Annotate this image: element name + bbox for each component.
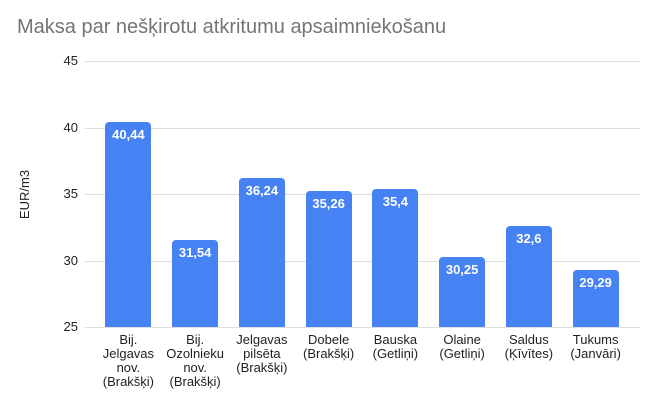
- bar-value-label: 40,44: [112, 126, 145, 142]
- bar-value-label: 29,29: [579, 274, 612, 290]
- bar-band: 32,6: [496, 61, 563, 327]
- gridline: [85, 61, 640, 62]
- plot-area: 40,44 31,54 36,24 35,26 35,4 30,25 32,6 29,29: [85, 61, 640, 328]
- y-tick-label: 45: [63, 53, 78, 68]
- chart-title: Maksa par nešķirotu atkritumu apsaimniek…: [17, 16, 447, 38]
- bar-band: 40,44: [95, 61, 162, 327]
- x-tick-label: Bauska (Getliņi): [372, 332, 419, 361]
- bar[interactable]: 36,24: [238, 177, 285, 327]
- y-tick-label: 40: [63, 119, 78, 135]
- x-tick-label: Bij. Jelgavas nov. (Brakšķi): [102, 332, 155, 389]
- bar-value-label: 30,25: [445, 262, 479, 278]
- x-tick-label: Dobele (Brakšķi): [302, 332, 355, 361]
- bar-series: 40,44 31,54 36,24 35,26 35,4 30,25 32,6 29,29: [95, 61, 629, 327]
- y-axis-title-text: EUR/m3: [17, 169, 33, 219]
- x-tick-label: Saldus (Ķīvītes): [504, 332, 554, 361]
- bar-value-label: 35,26: [312, 195, 345, 211]
- x-tick-label: Bij. Ozolnieku nov. (Brakšķi): [166, 332, 225, 389]
- y-axis-title: EUR/m3: [14, 61, 36, 327]
- bar-value-label: 31,54: [178, 245, 212, 261]
- bar[interactable]: 31,54: [172, 240, 219, 327]
- bar-band: 36,24: [229, 61, 296, 327]
- x-tick-label: Tukums (Janvāri): [570, 332, 621, 361]
- gridline: [85, 127, 640, 129]
- bar-band: 29,29: [562, 61, 629, 327]
- bar-band: 35,26: [295, 61, 362, 327]
- bar[interactable]: 40,44: [105, 121, 152, 327]
- y-tick-label: 30: [63, 252, 78, 268]
- x-tick-label: Olaine (Getliņi): [439, 332, 485, 361]
- gridline: [85, 327, 640, 328]
- bar-value-label: 32,6: [516, 230, 542, 246]
- bar[interactable]: 35,26: [305, 190, 352, 327]
- bar[interactable]: 30,25: [439, 257, 486, 327]
- bar[interactable]: 32,6: [505, 225, 552, 327]
- x-tick-label: Jelgavas pilsēta (Brakšķi): [236, 332, 288, 375]
- bar[interactable]: 35,4: [372, 188, 419, 327]
- gridline: [85, 194, 640, 195]
- bar-value-label: 35,4: [382, 193, 409, 209]
- x-axis-labels: Bij. Jelgavas nov. (Brakšķi) Bij. Ozolnie…: [95, 333, 629, 389]
- bar-band: 35,4: [362, 61, 429, 327]
- gridline: [85, 260, 640, 262]
- bar[interactable]: 29,29: [572, 269, 619, 327]
- y-tick-label: 25: [63, 319, 78, 334]
- y-tick-label: 35: [63, 186, 78, 201]
- bar-value-label: 36,24: [245, 182, 279, 198]
- bar-band: 30,25: [429, 61, 496, 327]
- bar-band: 31,54: [162, 61, 229, 327]
